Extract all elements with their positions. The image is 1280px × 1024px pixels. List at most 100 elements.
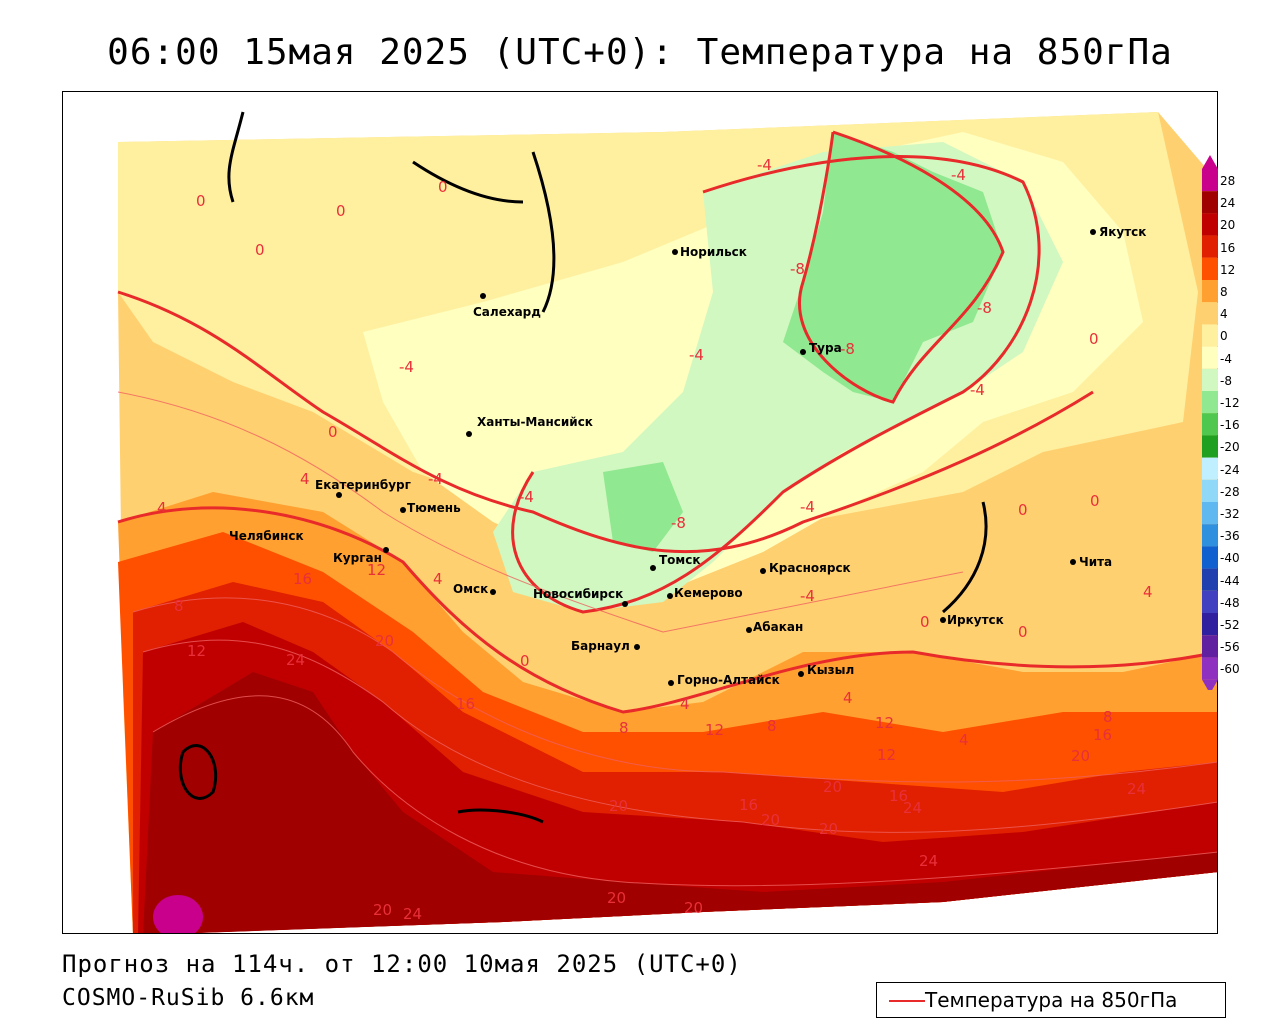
scale-label: 16	[1220, 240, 1236, 255]
forecast-info: Прогноз на 114ч. от 12:00 10мая 2025 (UT…	[62, 950, 742, 978]
svg-text:20: 20	[607, 889, 626, 907]
svg-text:24: 24	[286, 651, 305, 669]
scale-swatch	[1202, 613, 1218, 636]
scale-label: -44	[1220, 573, 1240, 588]
svg-text:12: 12	[877, 746, 896, 764]
city-tomsk: Томск	[659, 553, 701, 567]
city-chelyabinsk: Челябинск	[229, 529, 304, 543]
scale-swatch	[1202, 568, 1218, 591]
city-tura: Тура	[809, 341, 842, 355]
scale-label: -16	[1220, 418, 1240, 433]
city-barnaul: Барнаул	[571, 639, 630, 653]
scale-label: -12	[1220, 396, 1240, 410]
scale-label: -36	[1220, 529, 1240, 544]
svg-text:8: 8	[767, 717, 777, 735]
lake-baikal	[942, 501, 988, 614]
scale-swatch	[1202, 391, 1218, 414]
city-tyumen: Тюмень	[407, 501, 461, 515]
scale-swatch	[1202, 524, 1218, 547]
svg-text:12: 12	[187, 642, 206, 660]
city-krasnoyarsk: Красноярск	[769, 561, 851, 575]
svg-text:20: 20	[609, 797, 628, 815]
legend-label: Температура на 850гПа	[925, 988, 1178, 1012]
coastlines	[178, 111, 988, 824]
svg-text:20: 20	[373, 901, 392, 919]
zone-hottest	[143, 672, 1217, 933]
svg-text:0: 0	[438, 178, 448, 196]
city-abakan: Абакан	[753, 620, 803, 634]
scale-label: 8	[1220, 285, 1228, 299]
svg-text:4: 4	[300, 470, 310, 488]
scale-swatch	[1202, 213, 1218, 236]
svg-text:24: 24	[403, 905, 422, 923]
scale-swatch	[1202, 302, 1218, 325]
svg-text:-8: -8	[671, 514, 686, 532]
scale-label: -32	[1220, 507, 1240, 521]
city-salekhard: Салехард	[473, 305, 541, 319]
svg-text:20: 20	[819, 820, 838, 838]
svg-text:20: 20	[761, 811, 780, 829]
svg-text:-4: -4	[970, 381, 985, 399]
zone-cold-patch-1	[783, 132, 1003, 402]
map-title: 06:00 15мая 2025 (UTC+0): Температура на…	[107, 32, 1173, 73]
scale-label: -60	[1220, 662, 1240, 677]
scale-swatch	[1202, 169, 1218, 192]
scale-label: -20	[1220, 440, 1240, 455]
caspian-sea	[178, 744, 218, 800]
svg-text:24: 24	[903, 799, 922, 817]
scale-label: -24	[1220, 462, 1240, 477]
svg-text:12: 12	[705, 721, 724, 739]
svg-text:4: 4	[433, 570, 443, 588]
aral-sea	[457, 808, 544, 824]
svg-text:20: 20	[823, 778, 842, 796]
svg-text:16: 16	[1093, 726, 1112, 744]
svg-text:-4: -4	[689, 346, 704, 364]
scale-swatch	[1202, 413, 1218, 436]
temperature-map[interactable]: Норильск Якутск Салехард Тура Ханты-Манс…	[62, 91, 1218, 934]
color-scale-bar	[1202, 155, 1218, 694]
svg-text:0: 0	[1018, 501, 1028, 519]
svg-text:-4: -4	[428, 470, 443, 488]
city-chita: Чита	[1079, 555, 1112, 569]
scale-label: 12	[1220, 262, 1236, 277]
legend-line-swatch	[889, 1000, 925, 1002]
svg-text:0: 0	[920, 613, 930, 631]
isolines	[117, 130, 1217, 714]
city-norilsk: Норильск	[680, 245, 747, 259]
svg-text:20: 20	[684, 899, 703, 917]
svg-text:8: 8	[1103, 708, 1113, 726]
city-novosibirsk: Новосибирск	[533, 587, 623, 601]
svg-text:12: 12	[367, 561, 386, 579]
svg-text:4: 4	[959, 731, 969, 749]
city-gorno-altaysk: Горно-Алтайск	[677, 673, 780, 687]
zone-cold-patch-2	[603, 462, 683, 552]
svg-text:0: 0	[328, 423, 338, 441]
svg-text:-4: -4	[399, 358, 414, 376]
svg-text:20: 20	[1071, 747, 1090, 765]
scale-label: 4	[1220, 307, 1228, 322]
svg-text:16: 16	[889, 787, 908, 805]
city-yakutsk: Якутск	[1099, 225, 1146, 239]
city-khanty-mansiysk: Ханты-Мансийск	[477, 415, 593, 429]
scale-label: 28	[1220, 174, 1236, 188]
scale-swatch	[1202, 280, 1218, 303]
scale-top-arrow	[1202, 155, 1218, 169]
city-yekaterinburg: Екатеринбург	[315, 478, 411, 492]
thin-isolines	[117, 391, 1217, 887]
svg-text:4: 4	[1143, 583, 1153, 601]
scale-swatch	[1202, 457, 1218, 480]
scale-label: -4	[1220, 351, 1232, 366]
scale-label: -48	[1220, 595, 1240, 610]
scale-label: -52	[1220, 618, 1240, 632]
svg-text:-8: -8	[840, 340, 855, 358]
svg-text:4: 4	[157, 499, 167, 517]
svg-text:4: 4	[843, 689, 853, 707]
scale-swatch	[1202, 435, 1218, 458]
scale-swatch	[1202, 502, 1218, 525]
scale-label: 24	[1220, 196, 1236, 211]
svg-text:-4: -4	[519, 488, 534, 506]
scale-label: 0	[1220, 329, 1228, 344]
city-irkutsk: Иркутск	[947, 613, 1004, 627]
city-markers: Норильск Якутск Салехард Тура Ханты-Манс…	[229, 225, 1146, 687]
scale-swatch	[1202, 479, 1218, 502]
